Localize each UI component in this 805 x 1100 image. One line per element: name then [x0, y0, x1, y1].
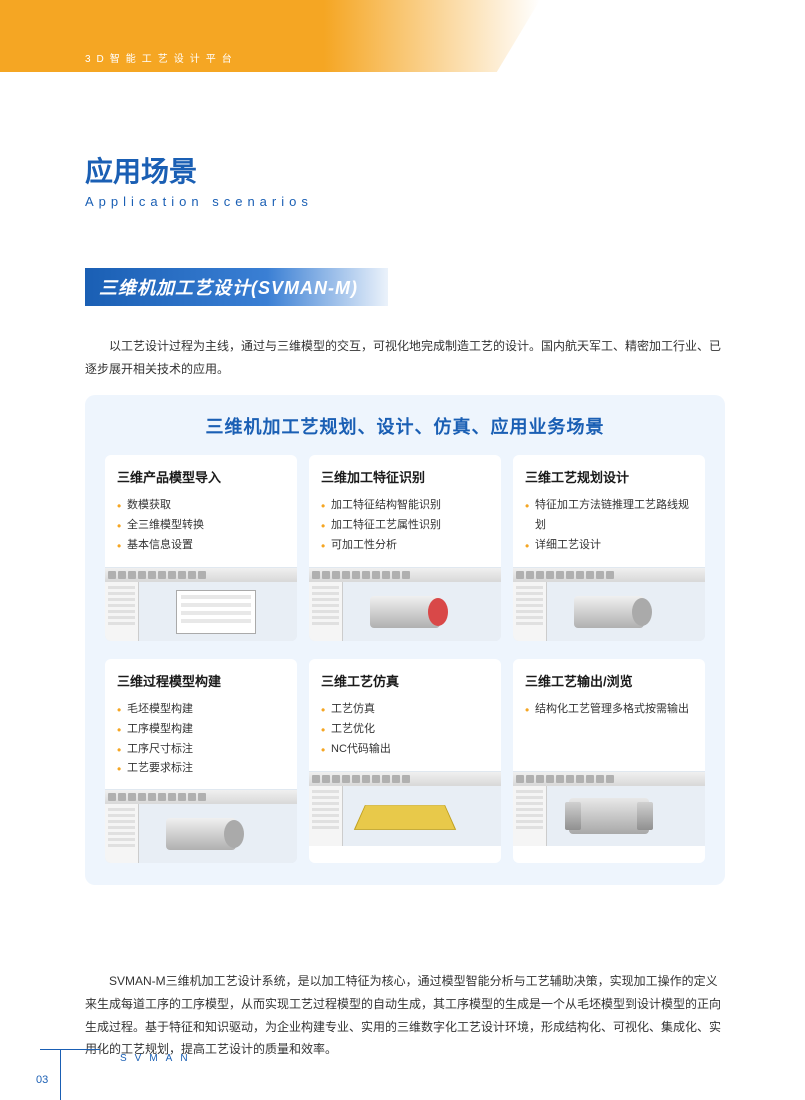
card-thumbnail: [309, 567, 501, 641]
cards-container: 三维产品模型导入数模获取全三维模型转换基本信息设置三维加工特征识别加工特征结构智…: [105, 455, 705, 863]
card-thumbnail: [513, 771, 705, 845]
footer-brand: SVMAN: [120, 1053, 196, 1064]
scenario-card: 三维工艺仿真工艺仿真工艺优化NC代码输出: [309, 659, 501, 863]
sub-heading: 三维机加工艺设计(SVMAN-M): [85, 268, 388, 306]
card-list-item: 工序尺寸标注: [117, 740, 285, 760]
card-list: 数模获取全三维模型转换基本信息设置: [117, 496, 285, 555]
card-list-item: 数模获取: [117, 496, 285, 516]
footer-rule-h: [40, 1049, 100, 1050]
card-list-item: 详细工艺设计: [525, 536, 693, 556]
scenarios-panel: 三维机加工艺规划、设计、仿真、应用业务场景 三维产品模型导入数模获取全三维模型转…: [85, 395, 725, 885]
card-title: 三维工艺仿真: [321, 671, 489, 690]
card-list-item: 结构化工艺管理多格式按需输出: [525, 700, 693, 720]
card-list-item: 加工特征结构智能识别: [321, 496, 489, 516]
card-list-item: NC代码输出: [321, 740, 489, 760]
scenario-card: 三维过程模型构建毛坯模型构建工序模型构建工序尺寸标注工艺要求标注: [105, 659, 297, 863]
card-list-item: 工艺仿真: [321, 700, 489, 720]
card-list-item: 工艺要求标注: [117, 759, 285, 779]
card-list: 结构化工艺管理多格式按需输出: [525, 700, 693, 720]
card-list: 毛坯模型构建工序模型构建工序尺寸标注工艺要求标注: [117, 700, 285, 779]
cards-row: 三维产品模型导入数模获取全三维模型转换基本信息设置三维加工特征识别加工特征结构智…: [105, 455, 705, 641]
header-banner-text: 3D智能工艺设计平台: [85, 50, 238, 65]
card-thumbnail: [309, 771, 501, 845]
scenarios-title: 三维机加工艺规划、设计、仿真、应用业务场景: [105, 413, 705, 439]
card-list: 加工特征结构智能识别加工特征工艺属性识别可加工性分析: [321, 496, 489, 555]
intro-paragraph: 以工艺设计过程为主线，通过与三维模型的交互，可视化地完成制造工艺的设计。国内航天…: [85, 335, 725, 381]
summary-paragraph: SVMAN-M三维机加工艺设计系统，是以加工特征为核心，通过模型智能分析与工艺辅…: [85, 970, 725, 1061]
card-list-item: 毛坯模型构建: [117, 700, 285, 720]
card-thumbnail: [105, 789, 297, 863]
card-thumbnail: [513, 567, 705, 641]
card-list-item: 加工特征工艺属性识别: [321, 516, 489, 536]
scenario-card: 三维加工特征识别加工特征结构智能识别加工特征工艺属性识别可加工性分析: [309, 455, 501, 641]
card-title: 三维工艺输出/浏览: [525, 671, 693, 690]
card-list: 工艺仿真工艺优化NC代码输出: [321, 700, 489, 759]
card-thumbnail: [105, 567, 297, 641]
header-banner: [0, 0, 540, 72]
card-list-item: 特征加工方法链推理工艺路线规划: [525, 496, 693, 536]
card-title: 三维过程模型构建: [117, 671, 285, 690]
scenario-card: 三维产品模型导入数模获取全三维模型转换基本信息设置: [105, 455, 297, 641]
card-list-item: 工艺优化: [321, 720, 489, 740]
section-title: 应用场景 Application scenarios: [85, 150, 313, 209]
card-list-item: 基本信息设置: [117, 536, 285, 556]
card-title: 三维加工特征识别: [321, 467, 489, 486]
card-title: 三维产品模型导入: [117, 467, 285, 486]
cards-row: 三维过程模型构建毛坯模型构建工序模型构建工序尺寸标注工艺要求标注三维工艺仿真工艺…: [105, 659, 705, 863]
section-title-cn: 应用场景: [85, 150, 313, 190]
section-title-en: Application scenarios: [85, 194, 313, 209]
scenario-card: 三维工艺输出/浏览结构化工艺管理多格式按需输出: [513, 659, 705, 863]
card-list-item: 全三维模型转换: [117, 516, 285, 536]
card-list-item: 可加工性分析: [321, 536, 489, 556]
card-list-item: 工序模型构建: [117, 720, 285, 740]
footer-rule-v: [60, 1050, 61, 1100]
card-title: 三维工艺规划设计: [525, 467, 693, 486]
page-number: 03: [36, 1074, 48, 1086]
card-list: 特征加工方法链推理工艺路线规划详细工艺设计: [525, 496, 693, 555]
scenario-card: 三维工艺规划设计特征加工方法链推理工艺路线规划详细工艺设计: [513, 455, 705, 641]
